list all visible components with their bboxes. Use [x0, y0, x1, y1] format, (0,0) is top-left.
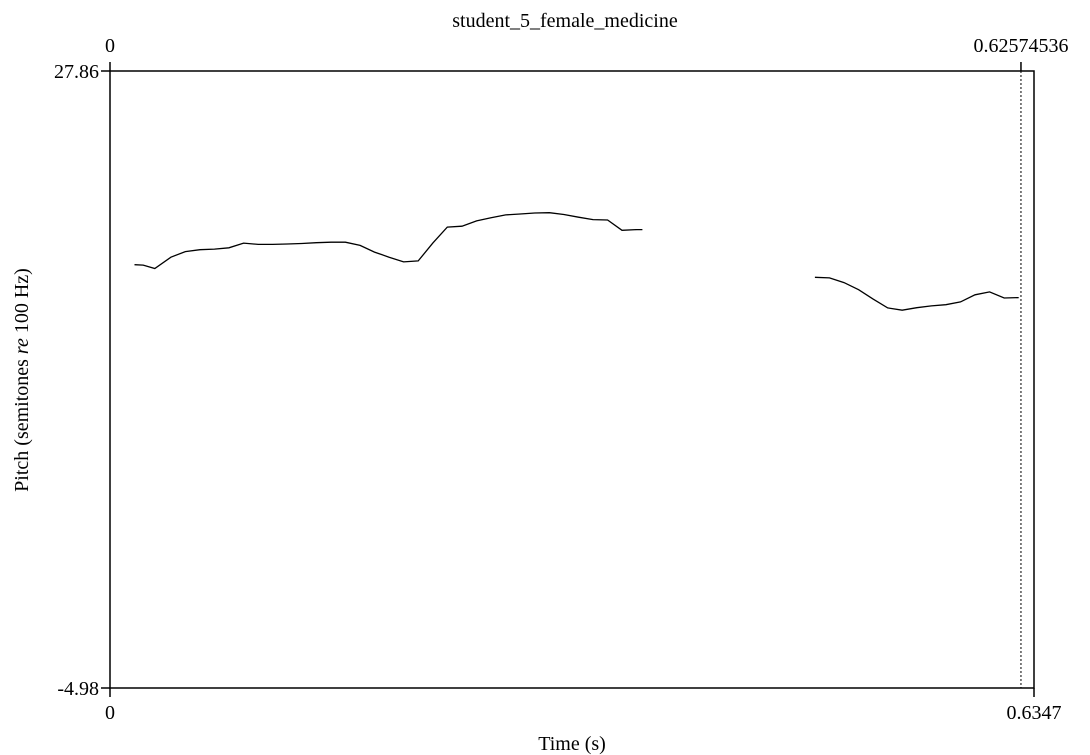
chart-title: student_5_female_medicine: [452, 10, 678, 32]
top-right-tick-label: 0.62574536: [973, 35, 1068, 57]
pitch-contour-segment-2: [814, 276, 1019, 311]
y-axis-label-italic: re: [11, 338, 33, 354]
y-min-tick-label: -4.98: [57, 678, 99, 700]
top-left-tick-label: 0: [105, 35, 115, 57]
x-axis-label: Time (s): [538, 733, 606, 755]
y-axis-label-prefix: Pitch (semitones: [11, 354, 33, 492]
y-axis-label: Pitch (semitones re 100 Hz): [11, 268, 33, 492]
y-axis-label-suffix: 100 Hz): [11, 268, 33, 338]
y-max-tick-label: 27.86: [54, 61, 99, 83]
plot-frame: [109, 70, 1035, 689]
pitch-series-group: [134, 212, 1019, 311]
x-max-tick-label: 0.6347: [1007, 702, 1062, 724]
pitch-contour-segment-1: [134, 212, 643, 270]
x-min-tick-label: 0: [105, 702, 115, 724]
